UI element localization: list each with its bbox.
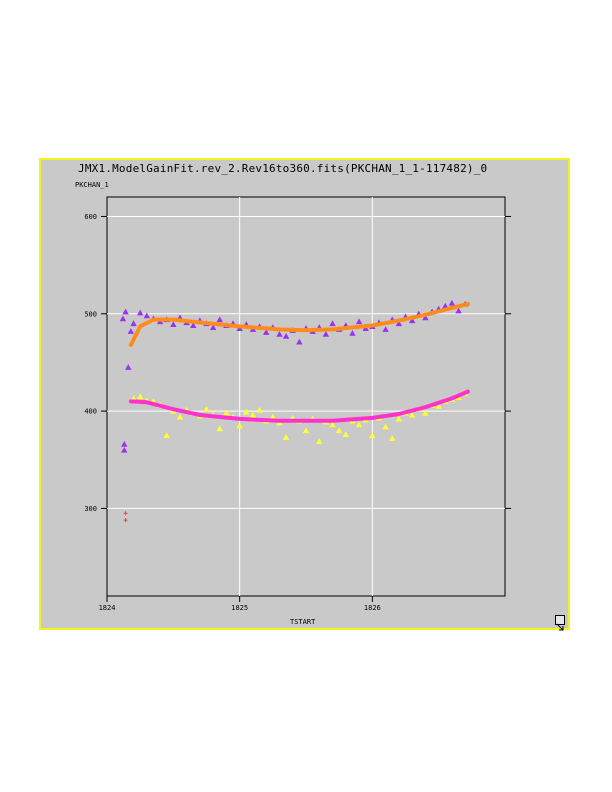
lower-data-point [435, 403, 442, 409]
upper-data-point [355, 318, 363, 325]
x-tick-label: 1826 [364, 604, 381, 612]
upper-data-point [170, 321, 177, 328]
upper-data-point [296, 338, 303, 345]
lower-data-point [236, 422, 243, 429]
lower-data-point [249, 411, 257, 418]
lower-data-point [302, 427, 310, 434]
lower-data-point [408, 411, 416, 418]
upper-data-point [127, 328, 135, 334]
y-tick-label: 400 [84, 408, 97, 416]
x-tick-label: 1824 [99, 604, 116, 612]
lower-data-point [342, 431, 349, 438]
upper-data-point [322, 331, 330, 337]
lower-data-point [316, 438, 323, 444]
chart-title: JMX1.ModelGainFit.rev_2.Rev16to360.fits(… [78, 162, 488, 175]
upper-data-point [382, 326, 389, 332]
upper-data-point [442, 302, 449, 309]
upper-data-point [448, 299, 456, 306]
lower-data-point [216, 425, 223, 432]
lower-data-point [335, 427, 343, 434]
upper-data-point [263, 329, 270, 335]
upper-data-point [395, 320, 403, 327]
upper-data-point [209, 324, 217, 330]
lower-data-point [243, 408, 250, 415]
y-tick-label: 500 [84, 310, 97, 318]
scatter-plot: 1824 1825 1826 300 400 500 600 [84, 196, 511, 612]
resize-corner-icon[interactable] [555, 615, 565, 631]
outlier-point [121, 440, 128, 447]
lower-data-point [163, 432, 170, 438]
outlier-point [123, 511, 128, 516]
lower-data-point [282, 434, 290, 440]
upper-data-point [216, 316, 223, 323]
upper-fit-curve [128, 302, 470, 347]
plot-frame [106, 196, 506, 597]
x-axis-label: TSTART [290, 618, 316, 626]
upper-data-point [329, 320, 336, 327]
lower-data-point [176, 413, 184, 420]
upper-data-point [136, 309, 144, 316]
lower-data-point [355, 421, 363, 428]
outlier-point [123, 518, 128, 523]
lower-data-point [136, 393, 144, 400]
upper-data-point [422, 314, 429, 321]
y-axis-label: PKCHAN_1 [75, 181, 109, 189]
lower-data-point [369, 432, 376, 438]
upper-data-point [119, 315, 127, 322]
lower-data-point [256, 406, 263, 413]
upper-data-point [130, 320, 137, 327]
upper-data-point [125, 364, 132, 370]
lower-fit-curve [128, 389, 470, 423]
lower-data-point [269, 413, 277, 420]
lower-data-point [382, 423, 389, 430]
upper-data-point [276, 331, 283, 337]
outlier-point [121, 446, 128, 453]
upper-data-point [455, 307, 462, 314]
plot-window: 1824 1825 1826 300 400 500 600 JMX1.ModelGainF… [39, 158, 570, 631]
lower-data-point [329, 421, 336, 428]
upper-data-point [282, 332, 290, 339]
lower-data-point [203, 405, 210, 412]
lower-data-point [395, 415, 403, 422]
y-tick-label: 600 [84, 213, 97, 221]
upper-data-point [349, 330, 356, 336]
x-tick-label: 1825 [231, 604, 248, 612]
upper-data-point [122, 308, 129, 315]
lower-data-point [422, 409, 429, 416]
lower-data-point [389, 435, 396, 441]
y-tick-label: 300 [84, 505, 97, 513]
upper-data-point [190, 322, 197, 329]
lower-data-point [223, 409, 230, 416]
upper-data-point [408, 317, 416, 324]
upper-data-point [143, 312, 150, 319]
